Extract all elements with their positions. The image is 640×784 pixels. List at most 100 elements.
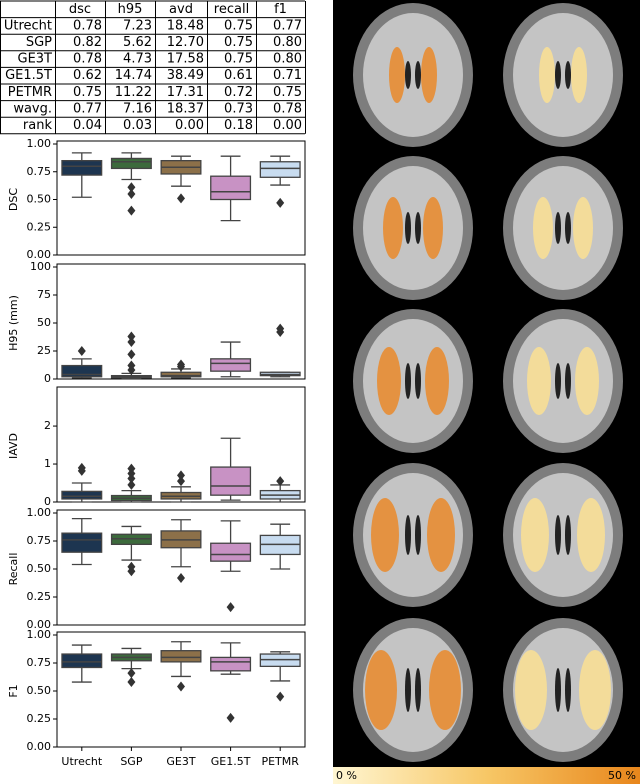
outlier <box>127 337 136 348</box>
outlier <box>177 193 185 204</box>
lesion-map <box>371 498 399 572</box>
brain-white-matter <box>363 13 463 137</box>
ventricle <box>415 515 421 555</box>
y-tick-label: 0.25 <box>27 590 52 603</box>
table-cell: 0.72 <box>224 85 253 100</box>
ventricle <box>565 668 571 712</box>
outlier <box>127 188 136 199</box>
colorbar-max: 50 % <box>608 769 636 782</box>
plot-frame <box>56 509 306 626</box>
lesion-map <box>533 197 553 259</box>
outlier <box>127 463 136 474</box>
table-cell: 5.62 <box>123 35 152 50</box>
outlier <box>127 205 136 216</box>
box <box>110 157 152 170</box>
colorbar-min: 0 % <box>336 769 357 782</box>
y-tick-label: 0.75 <box>27 165 52 178</box>
ventricle <box>555 61 561 89</box>
y-tick-label: 1 <box>44 457 51 470</box>
y-axis-label: DSC <box>7 188 20 211</box>
ventricle <box>405 61 411 89</box>
table-row-label: GE3T <box>18 52 53 67</box>
table-row-label: PETMR <box>8 85 52 100</box>
y-tick-label: 0.00 <box>27 248 52 261</box>
y-axis-label: F1 <box>7 684 20 697</box>
outlier <box>127 677 136 688</box>
outlier <box>177 359 185 370</box>
outlier <box>177 572 185 583</box>
table-cell: 7.16 <box>123 101 152 116</box>
table-cell: 0.04 <box>73 118 102 133</box>
outlier <box>127 479 136 490</box>
lesion-map <box>575 347 599 415</box>
y-axis-label: IAVD <box>7 433 20 459</box>
box <box>210 358 252 372</box>
y-tick-label: 0.50 <box>27 193 52 206</box>
y-tick-label: 0.75 <box>27 656 52 669</box>
table-cell: 12.70 <box>167 35 204 50</box>
outlier <box>276 323 285 334</box>
box <box>61 532 103 553</box>
outlier <box>127 331 136 342</box>
outlier <box>276 691 285 702</box>
y-tick-label: 0 <box>44 495 51 508</box>
lesion-map <box>383 197 403 259</box>
y-tick-label: 50 <box>37 316 51 329</box>
y-tick-label: 1.00 <box>27 506 52 519</box>
box <box>210 466 252 496</box>
table-cell: 17.58 <box>167 52 204 67</box>
y-tick-label: 0 <box>44 372 51 385</box>
lesion-map <box>389 47 405 103</box>
ventricle <box>415 363 421 399</box>
ventricle <box>415 668 421 712</box>
x-tick-label: SGP <box>120 755 143 768</box>
y-tick-label: 0.75 <box>27 534 52 547</box>
outlier <box>226 602 235 613</box>
ventricle <box>565 363 571 399</box>
lesion-map <box>521 498 549 572</box>
ventricle <box>555 212 561 244</box>
brain-white-matter <box>513 166 613 290</box>
y-axis-label: Recall <box>7 553 20 586</box>
outlier <box>177 476 185 487</box>
lesion-map <box>573 197 593 259</box>
lesion-map <box>427 498 455 572</box>
table-cell: 18.48 <box>167 18 204 33</box>
table-cell: 4.73 <box>123 52 152 67</box>
table-cell: 0.03 <box>123 118 152 133</box>
table-cell: 11.22 <box>115 85 152 100</box>
brain-white-matter <box>363 166 463 290</box>
y-axis-label: H95 (mm) <box>7 295 20 351</box>
box <box>61 653 103 669</box>
y-tick-label: 25 <box>37 344 51 357</box>
table-cell: 0.75 <box>224 18 253 33</box>
table-cell: 0.18 <box>224 118 253 133</box>
outlier <box>177 681 185 692</box>
ventricle <box>555 668 561 712</box>
x-tick-label: Utrecht <box>61 755 102 768</box>
lesion-map <box>577 498 605 572</box>
table-row-label: Utrecht <box>4 18 52 33</box>
table-cell: 0.77 <box>273 18 302 33</box>
outlier <box>226 712 235 723</box>
ventricle <box>405 212 411 244</box>
lesion-map <box>429 650 461 730</box>
table-row-label: wavg. <box>13 101 52 116</box>
table-cell: 0.78 <box>73 18 102 33</box>
outlier <box>276 476 285 487</box>
outlier <box>77 462 86 473</box>
table-cell: 0.62 <box>73 68 102 83</box>
ventricle <box>415 61 421 89</box>
ventricle <box>565 61 571 89</box>
table-header: h95 <box>118 2 143 17</box>
table-cell: 0.82 <box>73 35 102 50</box>
lesion-map <box>539 47 555 103</box>
outlier <box>127 360 136 371</box>
lesion-map <box>421 47 437 103</box>
y-tick-label: 1.00 <box>27 137 52 150</box>
outlier <box>127 182 136 193</box>
y-tick-label: 0.50 <box>27 562 52 575</box>
table-header: dsc <box>69 2 91 17</box>
table-cell: 0.78 <box>273 101 302 116</box>
outlier <box>177 470 185 481</box>
